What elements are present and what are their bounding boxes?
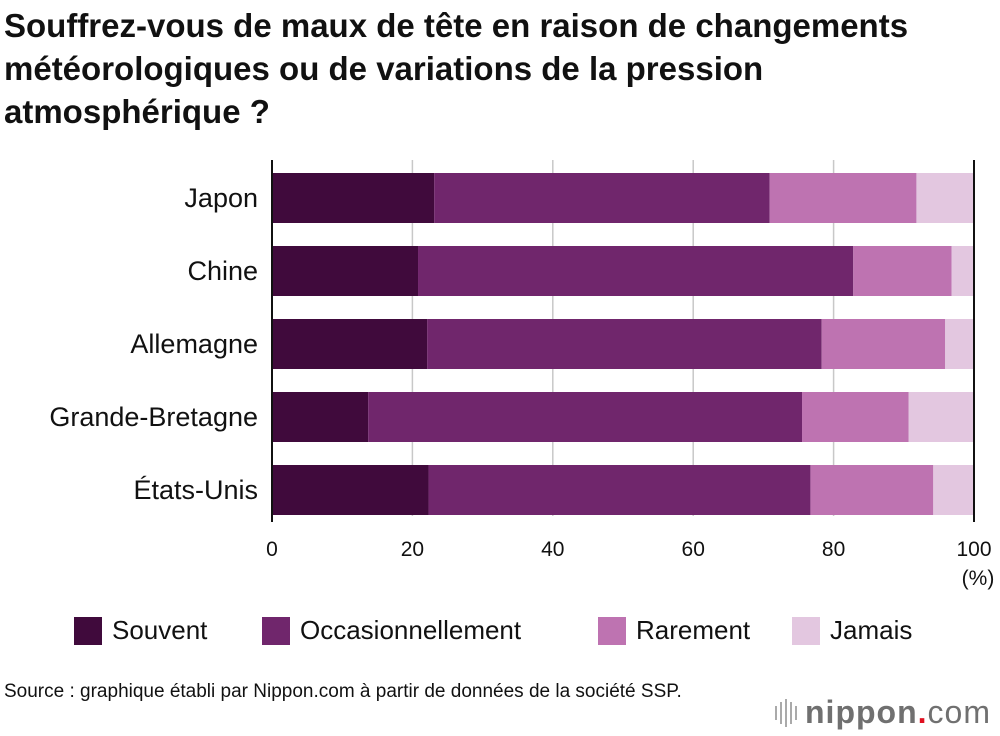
legend-swatch xyxy=(262,616,290,645)
source-note: Source : graphique établi par Nippon.com… xyxy=(4,681,682,702)
bar-segment xyxy=(427,319,822,369)
x-tick-label: 60 xyxy=(682,538,705,561)
legend-swatch xyxy=(598,616,626,645)
bar-segment xyxy=(428,465,811,515)
legend-swatch xyxy=(74,616,102,645)
legend-swatch xyxy=(792,616,820,645)
category-label: Grande-Bretagne xyxy=(49,402,258,432)
bar-segment xyxy=(916,173,974,223)
x-tick-label: 40 xyxy=(541,538,564,561)
bar-segment xyxy=(951,246,974,296)
x-tick-label: 80 xyxy=(822,538,845,561)
bar-segment xyxy=(368,392,803,442)
bar-segment xyxy=(272,246,419,296)
logo-name: nippon xyxy=(805,694,918,730)
category-label: Japon xyxy=(184,183,258,213)
bar-segment xyxy=(272,319,428,369)
chart-title: Souffrez-vous de maux de tête en raison … xyxy=(4,7,909,130)
sound-bars-icon xyxy=(775,698,797,727)
bar-segment xyxy=(908,392,974,442)
bar-segment xyxy=(810,465,934,515)
x-tick-label: 100 xyxy=(956,538,991,561)
bar-segment xyxy=(769,173,917,223)
bar-segment xyxy=(272,465,429,515)
x-tick-label: 20 xyxy=(401,538,424,561)
category-label: États-Unis xyxy=(133,475,258,505)
legend-label: Rarement xyxy=(636,615,751,645)
bar-segment xyxy=(418,246,854,296)
bar-segment xyxy=(272,392,369,442)
bar-segment xyxy=(802,392,909,442)
bar-segment xyxy=(821,319,946,369)
category-label: Chine xyxy=(187,256,258,286)
nippon-logo: nippon. com xyxy=(775,694,991,731)
logo-tld: com xyxy=(927,694,991,730)
x-axis-unit: (%) xyxy=(962,567,995,590)
legend-item: Jamais xyxy=(792,615,912,646)
legend-item: Souvent xyxy=(74,615,207,646)
bar-segment xyxy=(945,319,974,369)
bar-segment xyxy=(272,173,435,223)
logo-dot: . xyxy=(917,694,928,730)
legend-label: Souvent xyxy=(112,615,208,645)
bar-segment xyxy=(434,173,770,223)
legend-item: Rarement xyxy=(598,615,750,646)
legend-label: Occasionnellement xyxy=(300,615,522,645)
legend-item: Occasionnellement xyxy=(262,615,521,646)
bar-segment xyxy=(933,465,974,515)
legend-label: Jamais xyxy=(830,615,913,645)
category-label: Allemagne xyxy=(130,329,258,359)
bar-segment xyxy=(853,246,952,296)
x-tick-label: 0 xyxy=(266,538,278,561)
